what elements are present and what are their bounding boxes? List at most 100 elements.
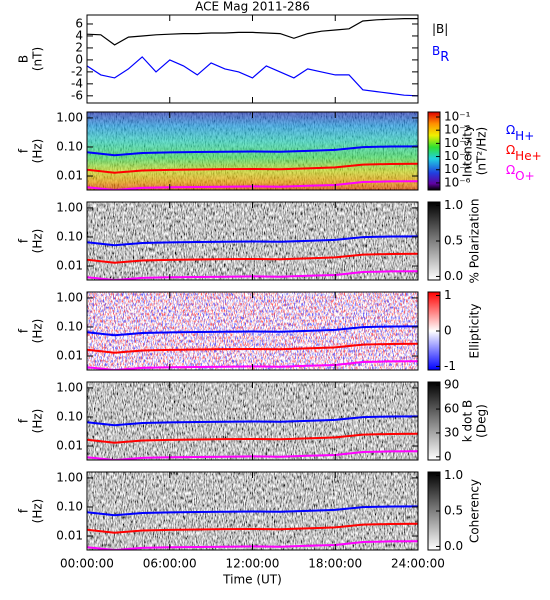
y-tick-label: 4 [75,28,83,42]
colorbar-label: % Polarization [468,199,482,284]
colorbar-tick-label: 1.0 [444,198,463,212]
colorbar-label: Coherency [468,479,482,543]
y-tick-label: 6 [75,16,83,30]
legend-subscript: He+ [515,149,541,163]
legend-entry: |B| [432,22,448,36]
colorbar-tick-label: 10⁻² [444,123,471,137]
panel: 1.00 0.10 0.01 f (Hz) 1 0 -1 Ellipticity [17,288,482,373]
panel: 1.00 0.10 0.01 f (Hz) 1.0 0.5 0.0 % Polarization [17,198,482,283]
legend-entry: ΩO+ [506,163,535,183]
colorbar [427,111,441,191]
y-tick-label: 0 [75,52,83,66]
y-tick-label: 0.01 [56,169,83,183]
y-axis-label: (Hz) [31,409,45,434]
colorbar-label: Ellipticity [468,304,482,359]
colorbar-tick-label: 10⁻³ [444,136,471,150]
y-tick-label: 1.00 [56,470,83,484]
y-tick-label: 0.10 [56,229,83,243]
y-axis-label: B [17,55,31,63]
panel: 1.00 0.10 0.01 f (Hz) 10⁻¹10⁻²10⁻³10⁻⁴10⁻⁵10⁻… [17,110,542,191]
colorbar-tick-label: 30 [444,425,459,439]
y-tick-label: -2 [71,64,83,78]
y-tick-label: 1.00 [56,200,83,214]
legend-text: B [432,44,440,58]
legend-subscript: H+ [515,129,534,143]
y-tick-label: 0.10 [56,139,83,153]
y-axis-label: f [17,508,31,513]
y-axis-label: (Hz) [31,229,45,254]
colorbar-tick-label: 0.5 [444,504,463,518]
x-tick-label: 12:00:00 [226,557,280,571]
x-tick-label: 18:00:00 [308,557,362,571]
y-tick-label: 0.10 [56,409,83,423]
y-tick-label: 1.00 [56,380,83,394]
colorbar-tick-label: 0 [444,324,452,338]
legend-entry: ΩHe+ [506,143,542,163]
y-axis-label: (Hz) [31,319,45,344]
colorbar-label: (nT²/Hz) [475,127,489,175]
y-axis-label: f [17,148,31,153]
colorbar-tick-label: 10⁻¹ [444,110,471,124]
panel: 1.00 0.10 0.01 f (Hz) 90 60 30 0 k dot B (Deg) [17,378,489,464]
colorbar-tick-label: 90 [444,378,459,392]
series-line [87,342,418,354]
y-tick-label: 1.00 [56,110,83,124]
y-axis-label: f [17,328,31,333]
panel: 1.00 0.10 0.01 00:00:00 06:00:00 12:00:00 18:0… [17,468,482,586]
y-tick-label: 2 [75,40,83,54]
x-tick-label: 24:00:00 [391,557,445,571]
series-line [87,432,418,444]
series-line [87,18,418,46]
plot-frame [86,14,419,104]
series-line [87,252,418,264]
legend-text: Ω [506,123,515,137]
y-tick-label: -6 [71,88,83,102]
colorbar-label: Intensity [461,125,475,177]
y-tick-label: 1.00 [56,290,83,304]
y-tick-label: 0.01 [56,439,83,453]
x-tick-label: 00:00:00 [60,557,114,571]
x-tick-label: 06:00:00 [143,557,197,571]
legend-text: Ω [506,163,515,177]
y-axis-label: (Hz) [31,139,45,164]
colorbar-tick-label: 0.0 [444,539,463,553]
y-axis-label: (Hz) [31,499,45,524]
colorbar-tick-label: 0 [444,449,452,463]
y-tick-label: 0.01 [56,349,83,363]
y-axis-label: f [17,418,31,423]
colorbar-tick-label: 0.5 [444,234,463,248]
series-line [87,145,418,157]
legend-text: |B| [432,22,448,36]
series-line [87,522,418,534]
colorbar-tick-label: 1 [444,288,452,302]
series-line [87,235,418,247]
colorbar-tick-label: 10⁻⁴ [444,149,471,163]
colorbar-tick-label: 1.0 [444,468,463,482]
y-axis-label: (nT) [31,47,45,71]
colorbar-tick-label: 10⁻⁶ [444,175,471,189]
series-line [87,505,418,517]
series-line [87,162,418,174]
legend-entry: ΩH+ [506,123,534,143]
chart-title: ACE Mag 2011-286 [195,0,310,14]
x-axis-label: Time (UT) [222,573,282,587]
legend-text: Ω [506,143,515,157]
y-axis-label: f [17,238,31,243]
y-tick-label: 0.10 [56,319,83,333]
colorbar-tick-label: 10⁻⁵ [444,162,471,176]
colorbar-tick-label: -1 [444,359,456,373]
legend-entry: BR [432,44,449,65]
legend-subscript: O+ [515,169,535,183]
y-tick-label: 0.01 [56,529,83,543]
colorbar-label: (Deg) [475,404,489,438]
y-tick-label: 0.01 [56,259,83,273]
colorbar-label: k dot B [461,400,475,442]
series-line [87,56,418,97]
colorbar-tick-label: 0.0 [444,269,463,283]
y-tick-label: 0.10 [56,499,83,513]
y-tick-label: -4 [71,76,83,90]
legend-subscript: R [440,50,449,65]
